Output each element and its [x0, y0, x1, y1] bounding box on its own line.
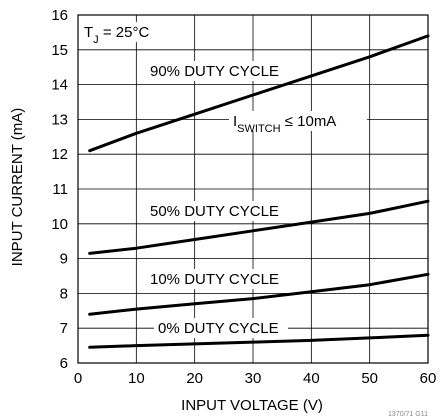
- y-tick-label: 16: [51, 7, 68, 24]
- y-tick-label: 7: [60, 320, 68, 337]
- series-line: [88, 333, 430, 349]
- switch-label-part: I: [233, 113, 237, 130]
- switch-label-bg: [229, 111, 367, 131]
- y-tick-label: 6: [60, 355, 68, 372]
- y-tick-label: 12: [51, 146, 68, 163]
- condition-label-part: J: [93, 34, 99, 46]
- series-label-0-bg: [154, 318, 288, 338]
- condition-label-bg: [80, 22, 168, 42]
- x-tick-label: 50: [361, 370, 378, 387]
- y-tick-label: 9: [60, 251, 68, 268]
- y-tick-label: 15: [51, 42, 68, 59]
- series-label-90: 90% DUTY CYCLE: [150, 63, 279, 80]
- y-axis-title: INPUT CURRENT (mA): [9, 108, 26, 267]
- condition-label-part: = 25°C: [99, 24, 150, 41]
- series-label-50-bg: [146, 201, 288, 221]
- series-label-0-part: 0% DUTY CYCLE: [158, 320, 279, 337]
- figure-number: 1370/71 G11: [388, 411, 428, 418]
- series-line: [88, 34, 430, 153]
- x-tick-label: 60: [420, 370, 437, 387]
- y-tick-label: 13: [51, 111, 68, 128]
- x-tick-label: 20: [186, 370, 203, 387]
- series-label-0: 0% DUTY CYCLE: [158, 320, 279, 337]
- series-label-90-part: 90% DUTY CYCLE: [150, 63, 279, 80]
- series-line: [88, 199, 430, 255]
- y-tick-label: 10: [51, 216, 68, 233]
- x-axis-title: INPUT VOLTAGE (V): [181, 397, 323, 414]
- tick-labels: 0 10 20 30 40 50 60 6 7 8 9 10 11 12 13 14 15 16: [51, 7, 436, 387]
- switch-label-part: SWITCH: [237, 123, 280, 135]
- series-label-10-part: 10% DUTY CYCLE: [150, 271, 279, 288]
- condition-label-part: T: [84, 24, 93, 41]
- series-label-90-bg: [146, 61, 288, 81]
- switch-label: ISWITCH ≤ 10mA: [233, 113, 336, 135]
- condition-label: TJ = 25°C: [84, 24, 149, 46]
- y-tick-label: 11: [52, 181, 68, 198]
- y-tick-label: 8: [60, 285, 68, 302]
- x-tick-label: 10: [128, 370, 145, 387]
- series-label-10: 10% DUTY CYCLE: [150, 271, 279, 288]
- series-label-50-part: 50% DUTY CYCLE: [150, 203, 279, 220]
- x-tick-label: 40: [303, 370, 320, 387]
- y-tick-label: 14: [51, 77, 68, 94]
- x-tick-label: 0: [74, 370, 82, 387]
- series-label-10-bg: [146, 269, 288, 289]
- series-group: [88, 34, 430, 349]
- switch-label-part: ≤ 10mA: [281, 113, 337, 130]
- series-label-50: 50% DUTY CYCLE: [150, 203, 279, 220]
- series-line: [88, 272, 430, 316]
- x-tick-label: 30: [245, 370, 262, 387]
- plot-frame: [77, 14, 429, 364]
